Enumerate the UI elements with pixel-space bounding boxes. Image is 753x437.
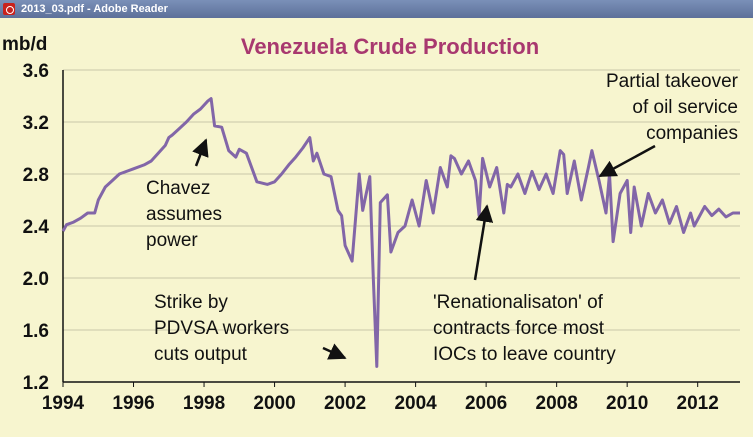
annotation-text-line: Partial takeover bbox=[606, 71, 739, 92]
x-tick-label: 2010 bbox=[606, 393, 648, 414]
annotation-text-line: Chavez bbox=[146, 178, 210, 199]
y-tick-label: 2.0 bbox=[23, 269, 49, 290]
chart-title: Venezuela Crude Production bbox=[241, 34, 539, 59]
x-tick-label: 1994 bbox=[42, 393, 85, 414]
annotation-text-line: assumes bbox=[146, 204, 222, 225]
annotation-arrow bbox=[192, 138, 209, 167]
y-tick-label: 2.4 bbox=[23, 217, 50, 238]
window-title: 2013_03.pdf - Adobe Reader bbox=[21, 3, 168, 15]
x-tick-label: 2002 bbox=[324, 393, 366, 414]
annotation-text-line: IOCs to leave country bbox=[433, 344, 616, 365]
window-title-bar[interactable]: 2013_03.pdf - Adobe Reader bbox=[0, 0, 753, 18]
annotation-text-line: of oil service bbox=[632, 97, 738, 118]
annotation-text-line: companies bbox=[646, 123, 738, 144]
x-tick-label: 2012 bbox=[677, 393, 719, 414]
x-tick-label: 1996 bbox=[112, 393, 154, 414]
production-series-line bbox=[61, 97, 740, 368]
x-tick-labels: 1994 1996 1998 2000 2002 2004 2006 2008 2010 2012 bbox=[42, 393, 719, 414]
annotation-text-line: cuts output bbox=[154, 344, 248, 365]
annotation-text-line: Strike by bbox=[154, 292, 228, 313]
annotation-text-line: contracts force most bbox=[433, 318, 605, 339]
annotation-strike: Strike by PDVSA workers cuts output bbox=[154, 292, 347, 365]
gridlines bbox=[63, 69, 740, 331]
y-tick-label: 1.2 bbox=[23, 373, 49, 394]
x-tick-label: 2000 bbox=[253, 393, 295, 414]
axes bbox=[62, 70, 740, 387]
annotation-arrow bbox=[473, 204, 494, 281]
x-tick-label: 1998 bbox=[183, 393, 225, 414]
annotation-chavez: Chavez assumes power bbox=[146, 138, 222, 251]
y-tick-labels: 3.6 3.2 2.8 2.4 2.0 1.6 1.2 bbox=[23, 61, 50, 394]
chart-area: Venezuela Crude Production mb/d 3.6 3.2 2.… bbox=[0, 18, 753, 432]
annotations: Chavez assumes power Strike by PDVSA worker… bbox=[146, 71, 739, 365]
x-tick-label: 2008 bbox=[536, 393, 578, 414]
y-tick-label: 2.8 bbox=[23, 165, 49, 186]
annotation-arrow bbox=[322, 343, 347, 360]
annotation-arrow bbox=[598, 144, 656, 178]
y-axis-label: mb/d bbox=[2, 34, 47, 55]
annotation-text-line: power bbox=[146, 230, 198, 251]
y-tick-label: 1.6 bbox=[23, 321, 49, 342]
annotation-text-line: PDVSA workers bbox=[154, 318, 289, 339]
annotation-takeover: Partial takeover of oil service companies bbox=[598, 71, 739, 178]
x-tick-label: 2004 bbox=[394, 393, 437, 414]
pdf-file-icon bbox=[3, 3, 15, 15]
y-tick-label: 3.6 bbox=[23, 61, 49, 82]
production-chart: Venezuela Crude Production mb/d 3.6 3.2 2.… bbox=[2, 34, 740, 414]
x-tick-label: 2006 bbox=[465, 393, 507, 414]
annotation-text-line: 'Renationalisaton' of bbox=[433, 292, 604, 313]
y-tick-label: 3.2 bbox=[23, 113, 49, 134]
annotation-renationalisation: 'Renationalisaton' of contracts force mos… bbox=[433, 204, 616, 365]
